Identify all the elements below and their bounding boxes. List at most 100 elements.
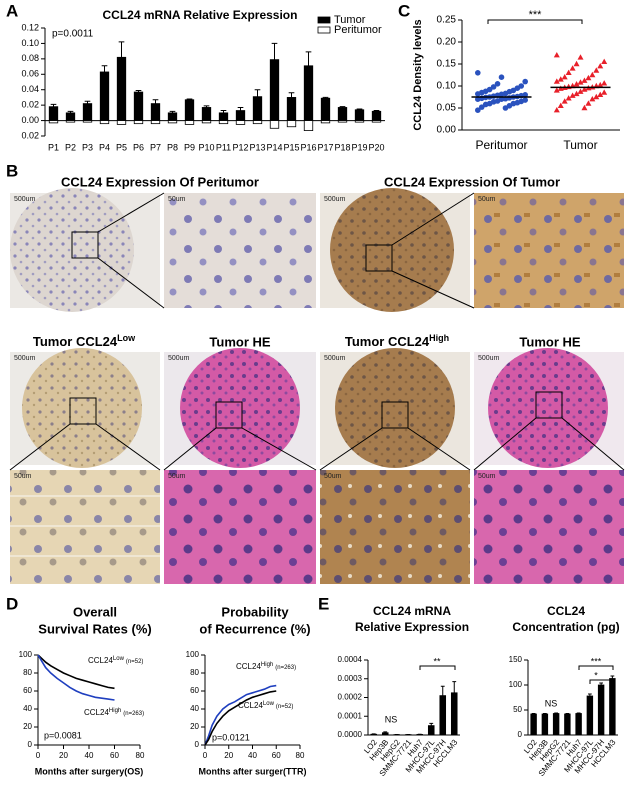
error-bar bbox=[322, 96, 329, 99]
image-zoom bbox=[164, 470, 316, 584]
significance-bracket bbox=[578, 665, 614, 670]
point bbox=[593, 67, 600, 73]
panel-label: A bbox=[6, 1, 18, 20]
connector bbox=[391, 270, 475, 309]
y-tick-label: 0 bbox=[195, 740, 200, 749]
error-bar bbox=[531, 713, 536, 714]
x-tick-label: P16 bbox=[300, 142, 316, 152]
x-tick-label: P19 bbox=[351, 142, 367, 152]
point bbox=[601, 80, 608, 86]
x-tick-label: 80 bbox=[136, 751, 145, 760]
point bbox=[565, 69, 572, 75]
annotation: NS bbox=[385, 714, 398, 724]
image-title: CCL24 Expression Of Peritumor bbox=[61, 174, 259, 189]
legend-n: (n=263) bbox=[123, 711, 144, 717]
bar bbox=[48, 120, 59, 124]
legend-label: CCL24Low (n=52) bbox=[238, 701, 293, 711]
bar bbox=[167, 112, 178, 121]
point bbox=[561, 74, 568, 80]
legend-name: CCL24 bbox=[236, 662, 261, 671]
bar bbox=[65, 120, 76, 123]
error-bar bbox=[118, 41, 125, 58]
image-zoom bbox=[320, 470, 470, 584]
survival-curve bbox=[37, 654, 115, 701]
point bbox=[553, 107, 560, 113]
scale-label: 50um bbox=[168, 196, 186, 203]
legend-swatch bbox=[317, 26, 331, 34]
y-tick-label: 80 bbox=[23, 668, 32, 677]
bar bbox=[439, 695, 447, 736]
image-title: Tumor HE bbox=[209, 334, 270, 349]
error-bar bbox=[305, 51, 312, 66]
bar bbox=[597, 684, 605, 736]
error-bar bbox=[554, 712, 558, 714]
x-tick-label: P6 bbox=[133, 142, 144, 152]
bar bbox=[82, 120, 93, 123]
y-tick-label: 20 bbox=[190, 722, 199, 731]
x-tick-label: Tumor bbox=[563, 138, 597, 152]
y-tick-label: 80 bbox=[190, 668, 199, 677]
x-tick-label: 60 bbox=[110, 751, 119, 760]
bar bbox=[303, 65, 314, 121]
error-bar bbox=[152, 99, 159, 104]
point bbox=[557, 102, 564, 108]
zoom-box bbox=[71, 231, 99, 259]
legend-label: CCL24High (n=263) bbox=[84, 708, 144, 718]
zoom-box bbox=[215, 401, 243, 429]
x-tick-label: Peritumor bbox=[475, 138, 527, 152]
legend-n: (n=263) bbox=[275, 665, 296, 671]
point bbox=[581, 77, 588, 83]
y-tick-label: 0.10 bbox=[21, 38, 39, 48]
error-bar bbox=[135, 89, 142, 93]
y-tick-label: 0.0003 bbox=[338, 674, 363, 683]
annotation: * bbox=[594, 670, 598, 680]
tissue-core bbox=[180, 348, 300, 468]
scale-label: 500um bbox=[14, 196, 36, 203]
bar bbox=[133, 91, 144, 121]
bar bbox=[150, 103, 161, 121]
x-tick-label: 0 bbox=[203, 751, 208, 760]
error-bar bbox=[373, 110, 380, 112]
error-bar bbox=[271, 42, 278, 60]
y-tick-label: 0.15 bbox=[437, 59, 457, 70]
bar bbox=[65, 112, 76, 121]
image-zoom bbox=[474, 470, 624, 584]
point bbox=[522, 97, 528, 103]
bar bbox=[286, 97, 297, 121]
significance-bracket bbox=[419, 665, 456, 670]
point bbox=[561, 98, 568, 104]
tissue-core bbox=[22, 348, 142, 468]
x-tick-label: 40 bbox=[248, 751, 257, 760]
y-tick-label: 20 bbox=[23, 722, 32, 731]
legend-label: Peritumor bbox=[334, 24, 382, 36]
x-tick-label: 20 bbox=[224, 751, 233, 760]
error-bar bbox=[203, 105, 210, 108]
connector bbox=[97, 257, 165, 309]
y-tick-label: 0.0000 bbox=[338, 730, 363, 739]
scale-label: 500um bbox=[478, 355, 500, 362]
scale-label: 500um bbox=[324, 355, 346, 362]
bar bbox=[530, 713, 537, 736]
point bbox=[597, 91, 604, 97]
x-tick-label: P8 bbox=[167, 142, 178, 152]
point bbox=[577, 79, 584, 85]
x-tick-label: P14 bbox=[266, 142, 282, 152]
y-tick-label: 0.00 bbox=[21, 115, 39, 125]
bar bbox=[99, 120, 110, 125]
x-tick-label: 80 bbox=[296, 751, 305, 760]
legend-sup: Low bbox=[263, 701, 275, 707]
error-bar bbox=[237, 106, 244, 111]
point bbox=[573, 90, 580, 97]
chart-title: of Recurrence (%) bbox=[199, 621, 310, 636]
chart-title: Concentration (pg) bbox=[512, 620, 619, 634]
bar bbox=[235, 110, 246, 121]
x-tick-label: P20 bbox=[368, 142, 384, 152]
legend-sup: Low bbox=[113, 656, 125, 662]
bar bbox=[116, 120, 127, 125]
error-bar bbox=[429, 722, 434, 726]
error-bar bbox=[169, 110, 176, 113]
y-tick-label: 60 bbox=[23, 686, 32, 695]
x-tick-label: P7 bbox=[150, 142, 161, 152]
chart-title: Overall bbox=[73, 604, 117, 619]
image-title: Tumor CCL24High bbox=[345, 333, 449, 349]
